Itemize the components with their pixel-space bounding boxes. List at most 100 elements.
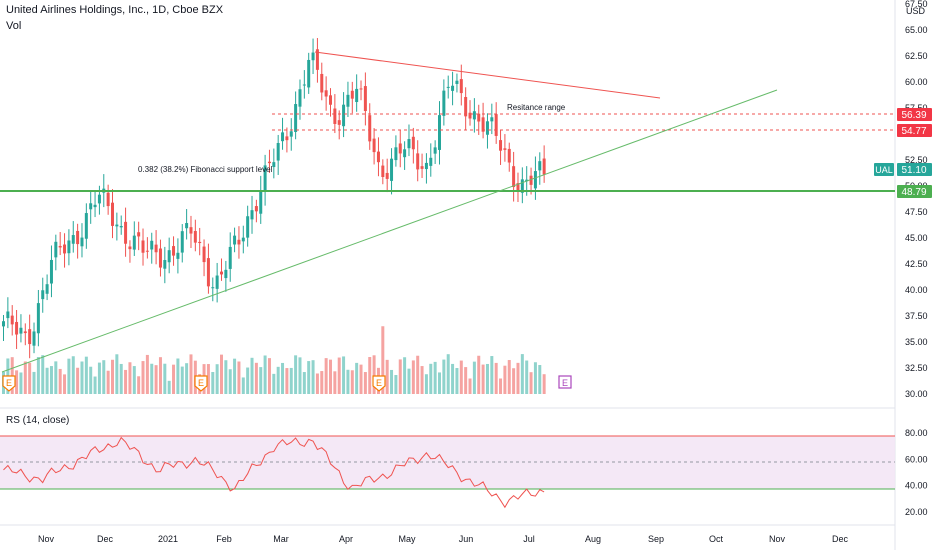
candle-body [23, 331, 27, 334]
volume-bar [477, 355, 481, 394]
earnings-marker[interactable]: E [194, 375, 208, 392]
volume-bar [342, 356, 346, 394]
falling-trendline[interactable] [314, 51, 661, 99]
volume-bar [429, 363, 433, 394]
svg-text:UAL: UAL [875, 165, 893, 175]
candle-body [137, 232, 141, 237]
support-badge: 48.79 [897, 185, 932, 198]
time-tick-label: Oct [709, 534, 724, 544]
volume-bar [76, 367, 80, 394]
volume-bar [446, 354, 450, 394]
candle-body [215, 275, 219, 289]
volume-bar [211, 372, 215, 394]
volume-bar [233, 358, 237, 394]
price-tick-label: 47.50 [905, 207, 928, 217]
volume-bar [163, 363, 167, 394]
candle-body [267, 161, 271, 164]
volume-bar [124, 369, 128, 394]
earnings-marker[interactable]: E [2, 375, 16, 392]
candle-body [468, 112, 472, 119]
candle-body [285, 136, 289, 141]
volume-bar [494, 362, 498, 394]
candle-body [329, 95, 332, 105]
candle-body [263, 165, 267, 192]
rsi-axis[interactable]: 80.00 60.00 40.00 20.00 [905, 428, 928, 517]
volume-bar [206, 364, 210, 394]
candle-body [54, 241, 58, 258]
earnings-marker[interactable]: E [372, 375, 386, 392]
volume-bar [176, 358, 180, 394]
candle-body [124, 221, 128, 244]
candle-body [167, 250, 171, 263]
candle-body [211, 287, 215, 289]
candle-body [512, 166, 516, 188]
candle-body [276, 142, 280, 161]
volume-bar [259, 367, 263, 394]
candle-body [459, 79, 463, 94]
rising-trendline[interactable] [1, 89, 778, 373]
candle-body [281, 132, 285, 142]
candle-body [115, 224, 119, 227]
candle-body [398, 143, 402, 154]
price-axis[interactable]: 67.5065.0062.5060.0057.5055.0052.5050.00… [905, 0, 928, 399]
volume-bar [128, 362, 132, 394]
candle-body [180, 231, 184, 253]
time-tick-label: Sep [648, 534, 664, 544]
candle-body [237, 239, 241, 245]
candle-body [41, 290, 45, 300]
candle-body [381, 165, 385, 177]
volume-bar [507, 360, 511, 394]
candle-body [63, 244, 67, 254]
volume-bar [403, 357, 407, 394]
volume-bar [368, 357, 372, 394]
volume-bar [490, 356, 494, 394]
volume-bar [106, 370, 110, 394]
volume-bar [329, 359, 332, 394]
earnings-marker-upcoming[interactable]: E [558, 375, 572, 389]
candle-body [324, 90, 328, 97]
resistance-annotation[interactable]: Resitance range [507, 103, 566, 112]
volume-bar [115, 354, 119, 394]
volume-bar [359, 364, 363, 394]
volume-bar [472, 361, 476, 394]
volume-bar [23, 361, 27, 394]
volume-bar [520, 354, 524, 394]
candle-body [538, 161, 542, 171]
candle-body [141, 240, 145, 253]
volume-bar [311, 360, 315, 394]
volume-bar [80, 361, 84, 394]
candle-body [80, 237, 84, 247]
fib-annotation[interactable]: 0.382 (38.2%) Fibonacci support level [138, 165, 273, 174]
candle-body [363, 86, 367, 112]
rsi-tick-label: 80.00 [905, 428, 928, 438]
volume-bar [189, 354, 193, 394]
price-tick-label: 52.50 [905, 155, 928, 165]
volume-bar [350, 370, 354, 394]
volume-bar [512, 368, 516, 394]
volume-bar [167, 380, 171, 394]
volume-bar [250, 357, 254, 394]
resistance-low-badge: 54.77 [897, 124, 932, 137]
volume-bar [424, 374, 428, 394]
candle-body [189, 227, 193, 234]
candle-body [259, 190, 263, 214]
candle-body [163, 260, 167, 269]
volume-bar [503, 365, 507, 394]
volume-bar [525, 360, 529, 394]
candle-body [97, 194, 101, 204]
volume-label: Vol [6, 20, 22, 32]
candle-body [372, 138, 376, 153]
volume-bar [276, 366, 280, 394]
candle-body [132, 235, 136, 250]
candle-body [246, 216, 250, 238]
volume-bar [141, 361, 145, 394]
time-axis[interactable]: Nov Dec 2021 Feb Mar Apr May Jun Jul Aug Sep Oct Nov… [38, 534, 849, 544]
candle-body [84, 213, 88, 239]
candle-body [45, 284, 49, 294]
chart-title: United Airlines Holdings, Inc., 1D, Cboe… [6, 4, 224, 16]
candle-body [516, 183, 520, 192]
volume-bar [333, 371, 337, 394]
candle-body [32, 331, 36, 346]
candle-body [307, 59, 311, 88]
